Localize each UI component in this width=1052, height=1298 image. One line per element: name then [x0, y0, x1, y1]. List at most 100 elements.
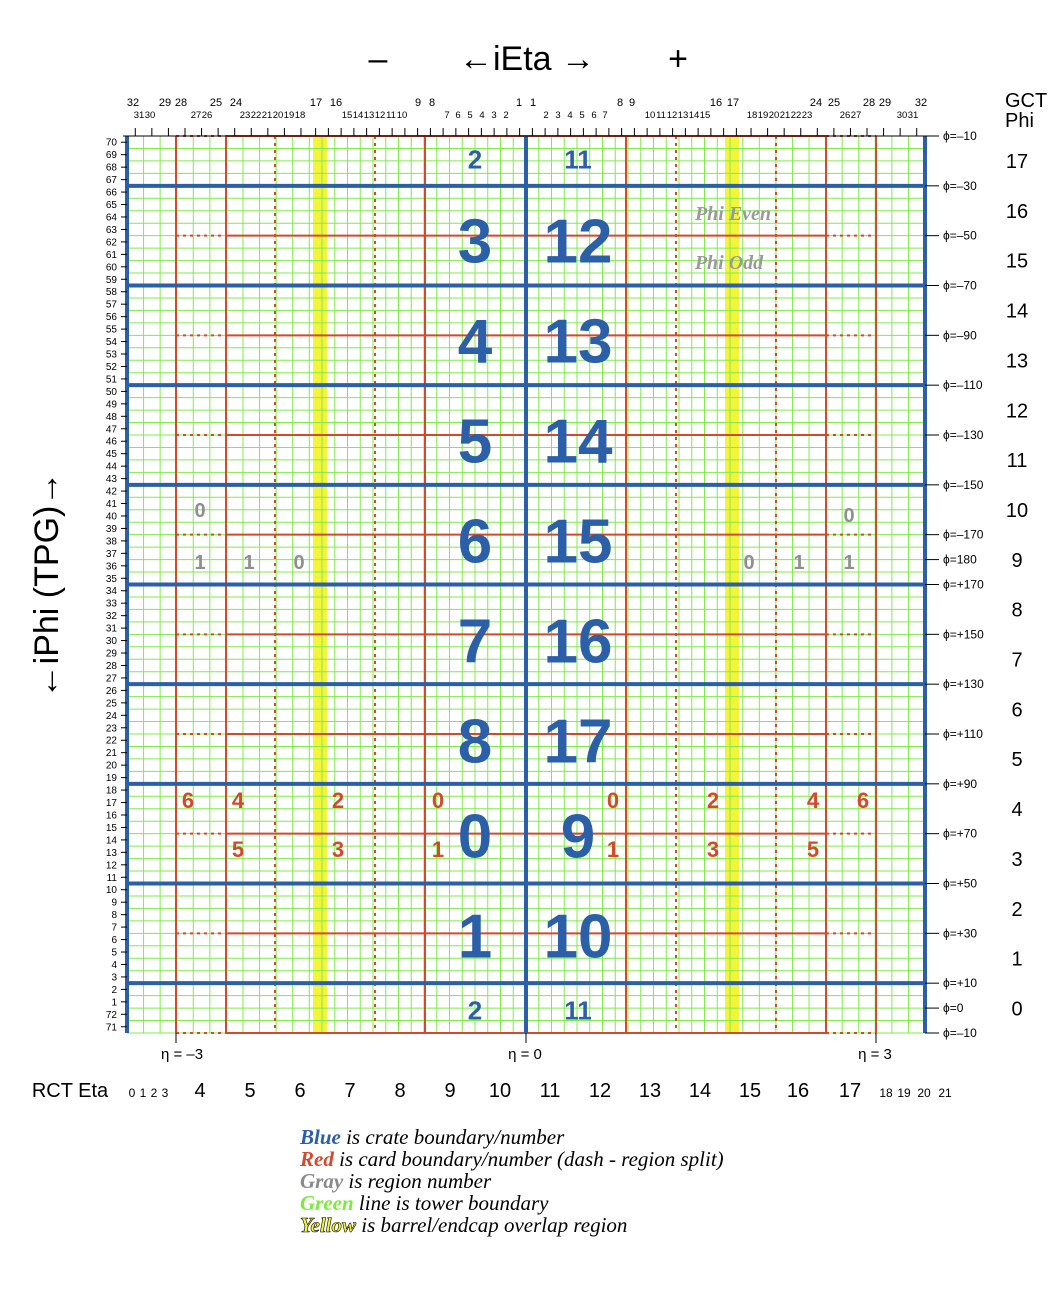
crate-number-right: 13: [544, 307, 613, 376]
phi-degree-label: ϕ=–70: [943, 279, 977, 293]
phi-degree-label: ϕ=+110: [943, 727, 983, 741]
ieta-label: 26: [840, 110, 851, 121]
crate-number-right: 9: [561, 802, 595, 871]
legend-line: Gray is region number: [300, 1169, 492, 1193]
gct-phi-number: 9: [1011, 550, 1022, 572]
iphi-label: 27: [106, 673, 118, 684]
iphi-label: 39: [106, 524, 118, 535]
legend-key: Green: [300, 1191, 354, 1215]
ieta-label: 19: [284, 110, 295, 121]
region-number: 0: [293, 552, 304, 574]
rct-eta-value: 0: [129, 1086, 136, 1100]
iphi-label: 5: [111, 948, 117, 959]
phi-degree-label: ϕ=+150: [943, 627, 984, 641]
iphi-label: 55: [106, 325, 118, 336]
rct-eta-value: 5: [244, 1080, 255, 1102]
ieta-label: 29: [159, 97, 171, 109]
ieta-label: 3: [491, 110, 496, 121]
gct-phi-number: 3: [1011, 849, 1022, 871]
iphi-label: 47: [106, 424, 118, 435]
rct-eta-value: 16: [787, 1080, 809, 1102]
ieta-label: 26: [202, 110, 213, 121]
iphi-label: 7: [111, 923, 117, 934]
crate-number-right: 14: [544, 407, 613, 476]
ieta-label: 13: [678, 110, 689, 121]
card-number: 2: [707, 788, 719, 813]
iphi-label: 48: [106, 412, 118, 423]
ieta-label: 24: [810, 97, 822, 109]
gct-phi-number: 2: [1011, 899, 1022, 921]
rct-eta-value: 11: [540, 1080, 561, 1102]
iphi-label: 66: [106, 188, 118, 199]
iphi-label: 42: [106, 487, 118, 498]
iphi-label: 59: [106, 275, 118, 286]
legend-text: is card boundary/number (dash - region s…: [334, 1147, 724, 1171]
phi-degree-label: ϕ=–10: [943, 129, 977, 143]
region-number: 1: [843, 552, 854, 574]
ieta-label: 9: [629, 97, 635, 109]
ieta-label: 5: [467, 110, 472, 121]
gct-phi-number: 17: [1006, 151, 1028, 173]
ieta-label: 1: [516, 97, 522, 109]
crate-number-left: 4: [458, 307, 493, 376]
ieta-label: 28: [863, 97, 875, 109]
region-number: 0: [843, 505, 854, 527]
crate-number-left: 2: [468, 144, 482, 174]
iphi-label: 17: [106, 798, 118, 809]
rct-eta-value: 8: [394, 1080, 405, 1102]
iphi-label: 67: [106, 175, 118, 186]
rct-eta-value: 19: [897, 1086, 911, 1100]
ieta-label: 11: [386, 110, 396, 121]
iphi-label: 72: [106, 1010, 118, 1021]
ieta-label: 14: [353, 110, 364, 121]
iphi-label: 13: [106, 848, 118, 859]
iphi-label: 41: [106, 499, 118, 510]
gct-phi-number: 7: [1011, 650, 1022, 672]
iphi-label: 11: [107, 873, 118, 884]
crate-number-right: 10: [544, 902, 613, 971]
iphi-label: 21: [106, 748, 118, 759]
rct-eta-value: 9: [444, 1080, 455, 1102]
iphi-label: 65: [106, 200, 118, 211]
gct-phi-number: 8: [1011, 600, 1022, 622]
gct-phi-number: 4: [1011, 799, 1022, 821]
legend-text: is crate boundary/number: [341, 1125, 565, 1149]
region-number: 1: [243, 552, 254, 574]
iphi-label: 50: [106, 387, 118, 398]
rct-eta-value: 14: [689, 1080, 711, 1102]
iphi-label: 69: [106, 150, 118, 161]
crate-number-left: 0: [458, 802, 492, 871]
iphi-label: 33: [106, 599, 118, 610]
ieta-label: 9: [415, 97, 421, 109]
ieta-label: 6: [455, 110, 460, 121]
rct-eta-value: 4: [194, 1080, 205, 1102]
iphi-label: 25: [106, 698, 118, 709]
phi-degree-label: ϕ=–170: [943, 528, 984, 542]
ieta-label: 17: [727, 97, 739, 109]
crate-number-right: 12: [544, 207, 613, 276]
iphi-label: 4: [111, 960, 117, 971]
iphi-label: 54: [106, 337, 118, 348]
rct-eta-value: 12: [589, 1080, 611, 1102]
phi-degree-label: ϕ=–150: [943, 478, 984, 492]
crate-number-right: 15: [544, 507, 613, 576]
rct-eta-value: 1: [140, 1086, 147, 1100]
phi-degree-label: ϕ=+10: [943, 976, 977, 990]
phi-degree-label: ϕ=–30: [943, 179, 977, 193]
crate-number-right: 11: [564, 995, 592, 1025]
gct-phi-number: 5: [1011, 749, 1022, 771]
ieta-label: 10: [645, 110, 656, 121]
gct-phi-number: 15: [1006, 251, 1028, 273]
ieta-label: 13: [364, 110, 375, 121]
ieta-label: 31: [908, 110, 919, 121]
header-minus: –: [369, 40, 388, 78]
iphi-label: 63: [106, 225, 118, 236]
crate-number-left: 2: [468, 995, 482, 1025]
ieta-label: 14: [689, 110, 700, 121]
crate-number-left: 1: [458, 902, 492, 971]
rct-eta-value: 20: [917, 1086, 931, 1100]
card-number: 6: [182, 788, 194, 813]
ieta-label: 30: [897, 110, 908, 121]
phi-degree-label: ϕ=–110: [943, 378, 983, 392]
